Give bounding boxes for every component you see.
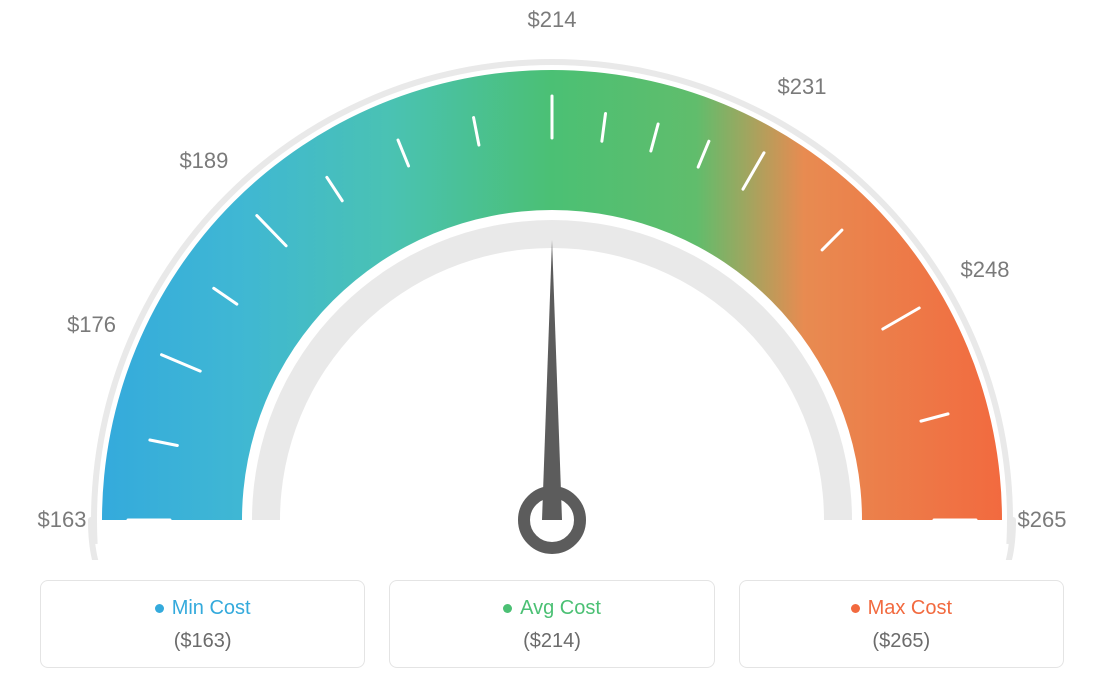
gauge-tick-label: $248 [961, 257, 1010, 283]
gauge-svg [0, 0, 1104, 560]
legend-card-min: Min Cost ($163) [40, 580, 365, 668]
legend-value-min: ($163) [51, 630, 354, 653]
legend-value-max: ($265) [750, 630, 1053, 653]
legend-label-min: Min Cost [155, 597, 251, 620]
gauge-tick-label: $265 [1018, 507, 1067, 533]
legend-label-max: Max Cost [851, 597, 952, 620]
legend-dot-min [155, 604, 164, 613]
legend-dot-max [851, 604, 860, 613]
legend-dot-avg [503, 604, 512, 613]
gauge-tick-label: $176 [67, 312, 116, 338]
gauge-tick-label: $214 [528, 7, 577, 33]
gauge-tick-label: $189 [179, 148, 228, 174]
legend-text-avg: Avg Cost [520, 597, 601, 620]
legend-row: Min Cost ($163) Avg Cost ($214) Max Cost… [40, 580, 1064, 668]
gauge-tick-label: $163 [38, 507, 87, 533]
gauge-area: $163 $176 $189 $214 $231 $248 $265 [0, 0, 1104, 560]
gauge-tick-label: $231 [778, 74, 827, 100]
legend-card-avg: Avg Cost ($214) [389, 580, 714, 668]
cost-gauge-chart: $163 $176 $189 $214 $231 $248 $265 Min Cost ($… [0, 0, 1104, 690]
legend-text-max: Max Cost [868, 597, 952, 620]
legend-text-min: Min Cost [172, 597, 251, 620]
legend-label-avg: Avg Cost [503, 597, 601, 620]
legend-card-max: Max Cost ($265) [739, 580, 1064, 668]
legend-value-avg: ($214) [400, 630, 703, 653]
